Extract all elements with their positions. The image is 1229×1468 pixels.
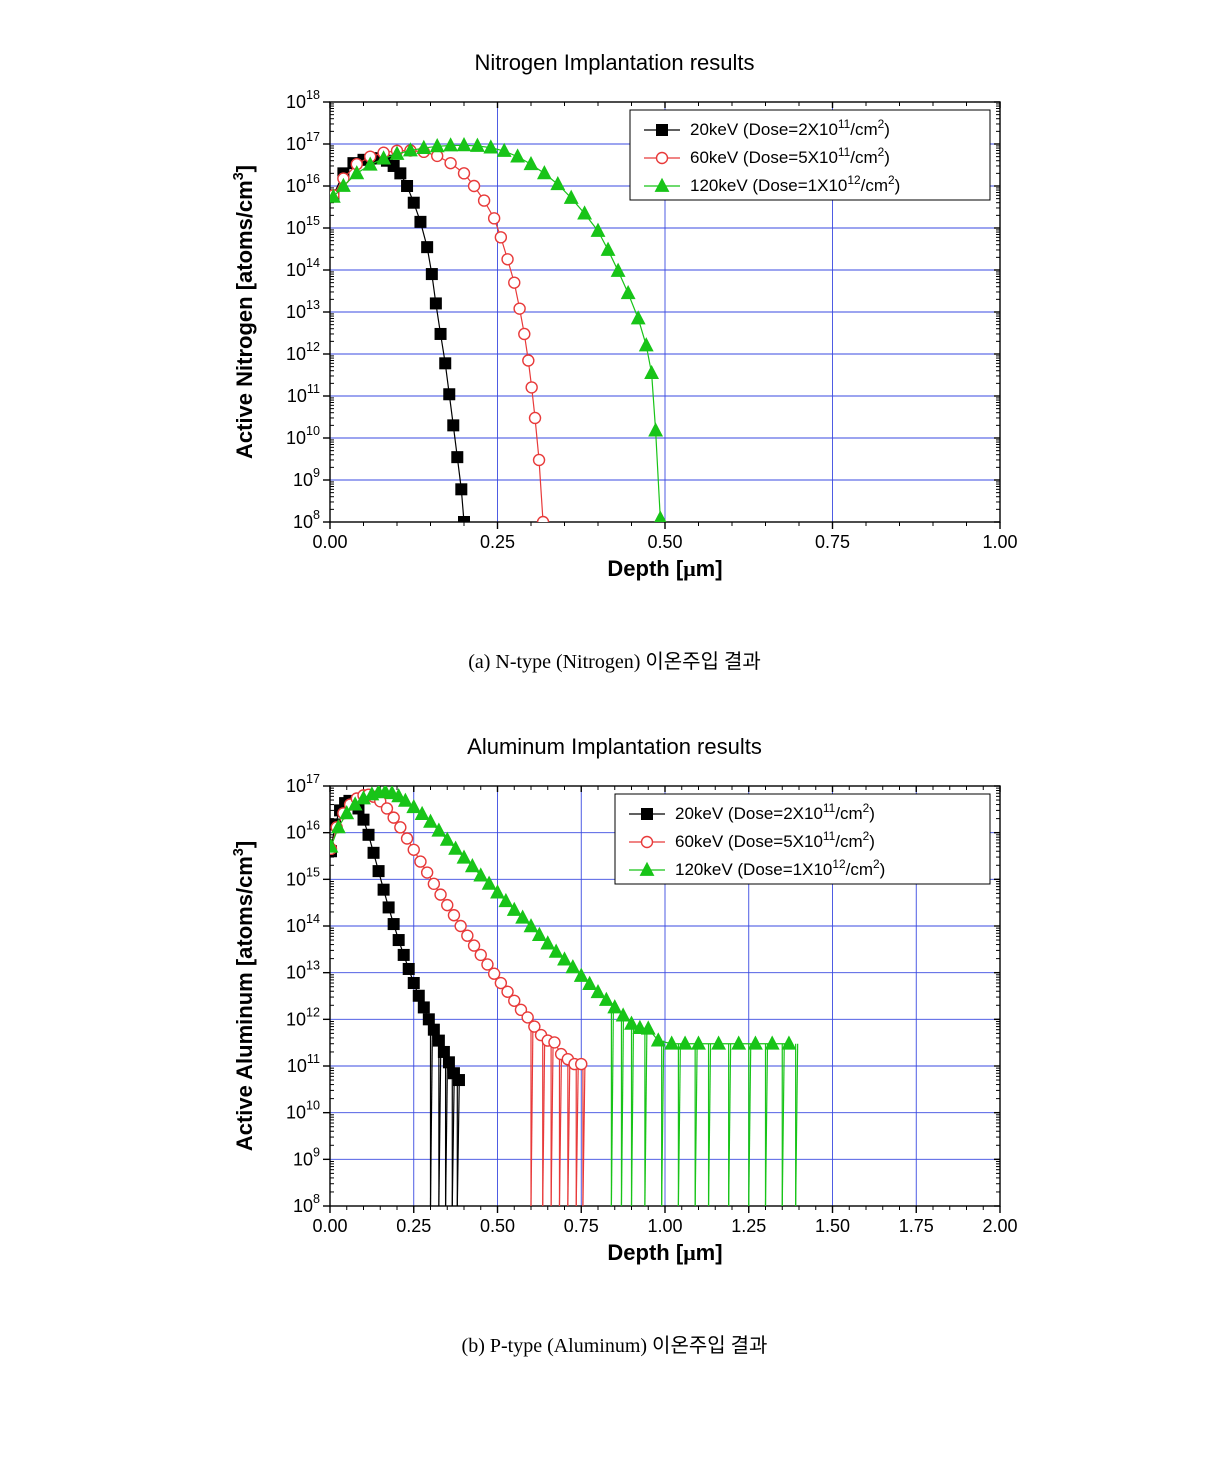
- legend: 20keV (Dose=2X1011/cm2) 60keV (Dose=5X101…: [615, 794, 990, 884]
- ytick-label: 1015: [285, 865, 319, 889]
- ytick-label: 108: [292, 1192, 319, 1216]
- legend-label: 60keV (Dose=5X1011/cm2): [690, 145, 890, 167]
- ytick-label: 1013: [285, 298, 319, 322]
- chart-container: Nitrogen Implantation results 0.00 0.25 0.5…: [210, 50, 1020, 582]
- y-axis-label: Active Nitrogen [atoms/cm3]: [231, 165, 257, 459]
- legend-label: 120keV (Dose=1X1012/cm2): [675, 857, 885, 879]
- chart-svg: 0.00 0.25 0.50 0.75 1.00 108 109 1010 1011 1012 10…: [210, 82, 1020, 582]
- y-axis-label: Active Aluminum [atoms/cm3]: [231, 841, 257, 1151]
- ytick-label: 1011: [286, 382, 319, 406]
- ytick-label: 1013: [285, 959, 319, 983]
- ytick-label: 1017: [285, 772, 319, 796]
- ytick-label: 1010: [285, 1099, 319, 1123]
- xtick-label: 0.25: [479, 532, 514, 552]
- ytick-label: 108: [292, 508, 319, 532]
- ytick-label: 1012: [285, 340, 319, 364]
- xtick-label: 1.50: [814, 1216, 849, 1236]
- ytick-label: 1012: [285, 1005, 319, 1029]
- xtick-label: 0.50: [479, 1216, 514, 1236]
- ytick-label: 1011: [286, 1052, 319, 1076]
- xtick-label: 0.00: [312, 532, 347, 552]
- legend-label: 20keV (Dose=2X1011/cm2): [675, 801, 875, 823]
- chart-title: Nitrogen Implantation results: [210, 50, 1020, 76]
- legend-label: 120keV (Dose=1X1012/cm2): [690, 173, 900, 195]
- ytick-label: 1014: [285, 256, 319, 280]
- figure-caption: (a) N-type (Nitrogen) 이온주입 결과: [468, 645, 761, 674]
- xtick-label: 2.00: [982, 1216, 1017, 1236]
- ytick-label: 1010: [285, 424, 319, 448]
- xtick-label: 0.75: [563, 1216, 598, 1236]
- legend-label: 60keV (Dose=5X1011/cm2): [675, 829, 875, 851]
- chart-title: Aluminum Implantation results: [210, 734, 1020, 760]
- ytick-label: 109: [292, 1145, 319, 1169]
- xtick-label: 1.00: [982, 532, 1017, 552]
- chart-container: Aluminum Implantation results 0.00 0.25 0.5…: [210, 734, 1020, 1266]
- ytick-label: 1018: [285, 88, 319, 112]
- figure-caption: (b) P-type (Aluminum) 이온주입 결과: [462, 1329, 768, 1358]
- ytick-label: 1016: [285, 172, 319, 196]
- xtick-label: 0.75: [814, 532, 849, 552]
- ytick-label: 1015: [285, 214, 319, 238]
- x-axis-label: Depth [μm]: [607, 556, 722, 581]
- ytick-label: 1014: [285, 912, 319, 936]
- xtick-label: 1.00: [647, 1216, 682, 1236]
- xtick-label: 0.25: [396, 1216, 431, 1236]
- ytick-label: 1016: [285, 819, 319, 843]
- xtick-label: 0.50: [647, 532, 682, 552]
- xtick-label: 1.25: [731, 1216, 766, 1236]
- legend-label: 20keV (Dose=2X1011/cm2): [690, 117, 890, 139]
- ytick-label: 1017: [285, 130, 319, 154]
- x-axis-label: Depth [μm]: [607, 1240, 722, 1265]
- ytick-label: 109: [292, 466, 319, 490]
- xtick-label: 1.75: [898, 1216, 933, 1236]
- chart-svg: 0.00 0.25 0.50 0.75 1.00 1.25 1.50 1.75 2.00 108 1…: [210, 766, 1020, 1266]
- legend: 20keV (Dose=2X1011/cm2) 60keV (Dose=5X101…: [630, 110, 990, 200]
- xtick-label: 0.00: [312, 1216, 347, 1236]
